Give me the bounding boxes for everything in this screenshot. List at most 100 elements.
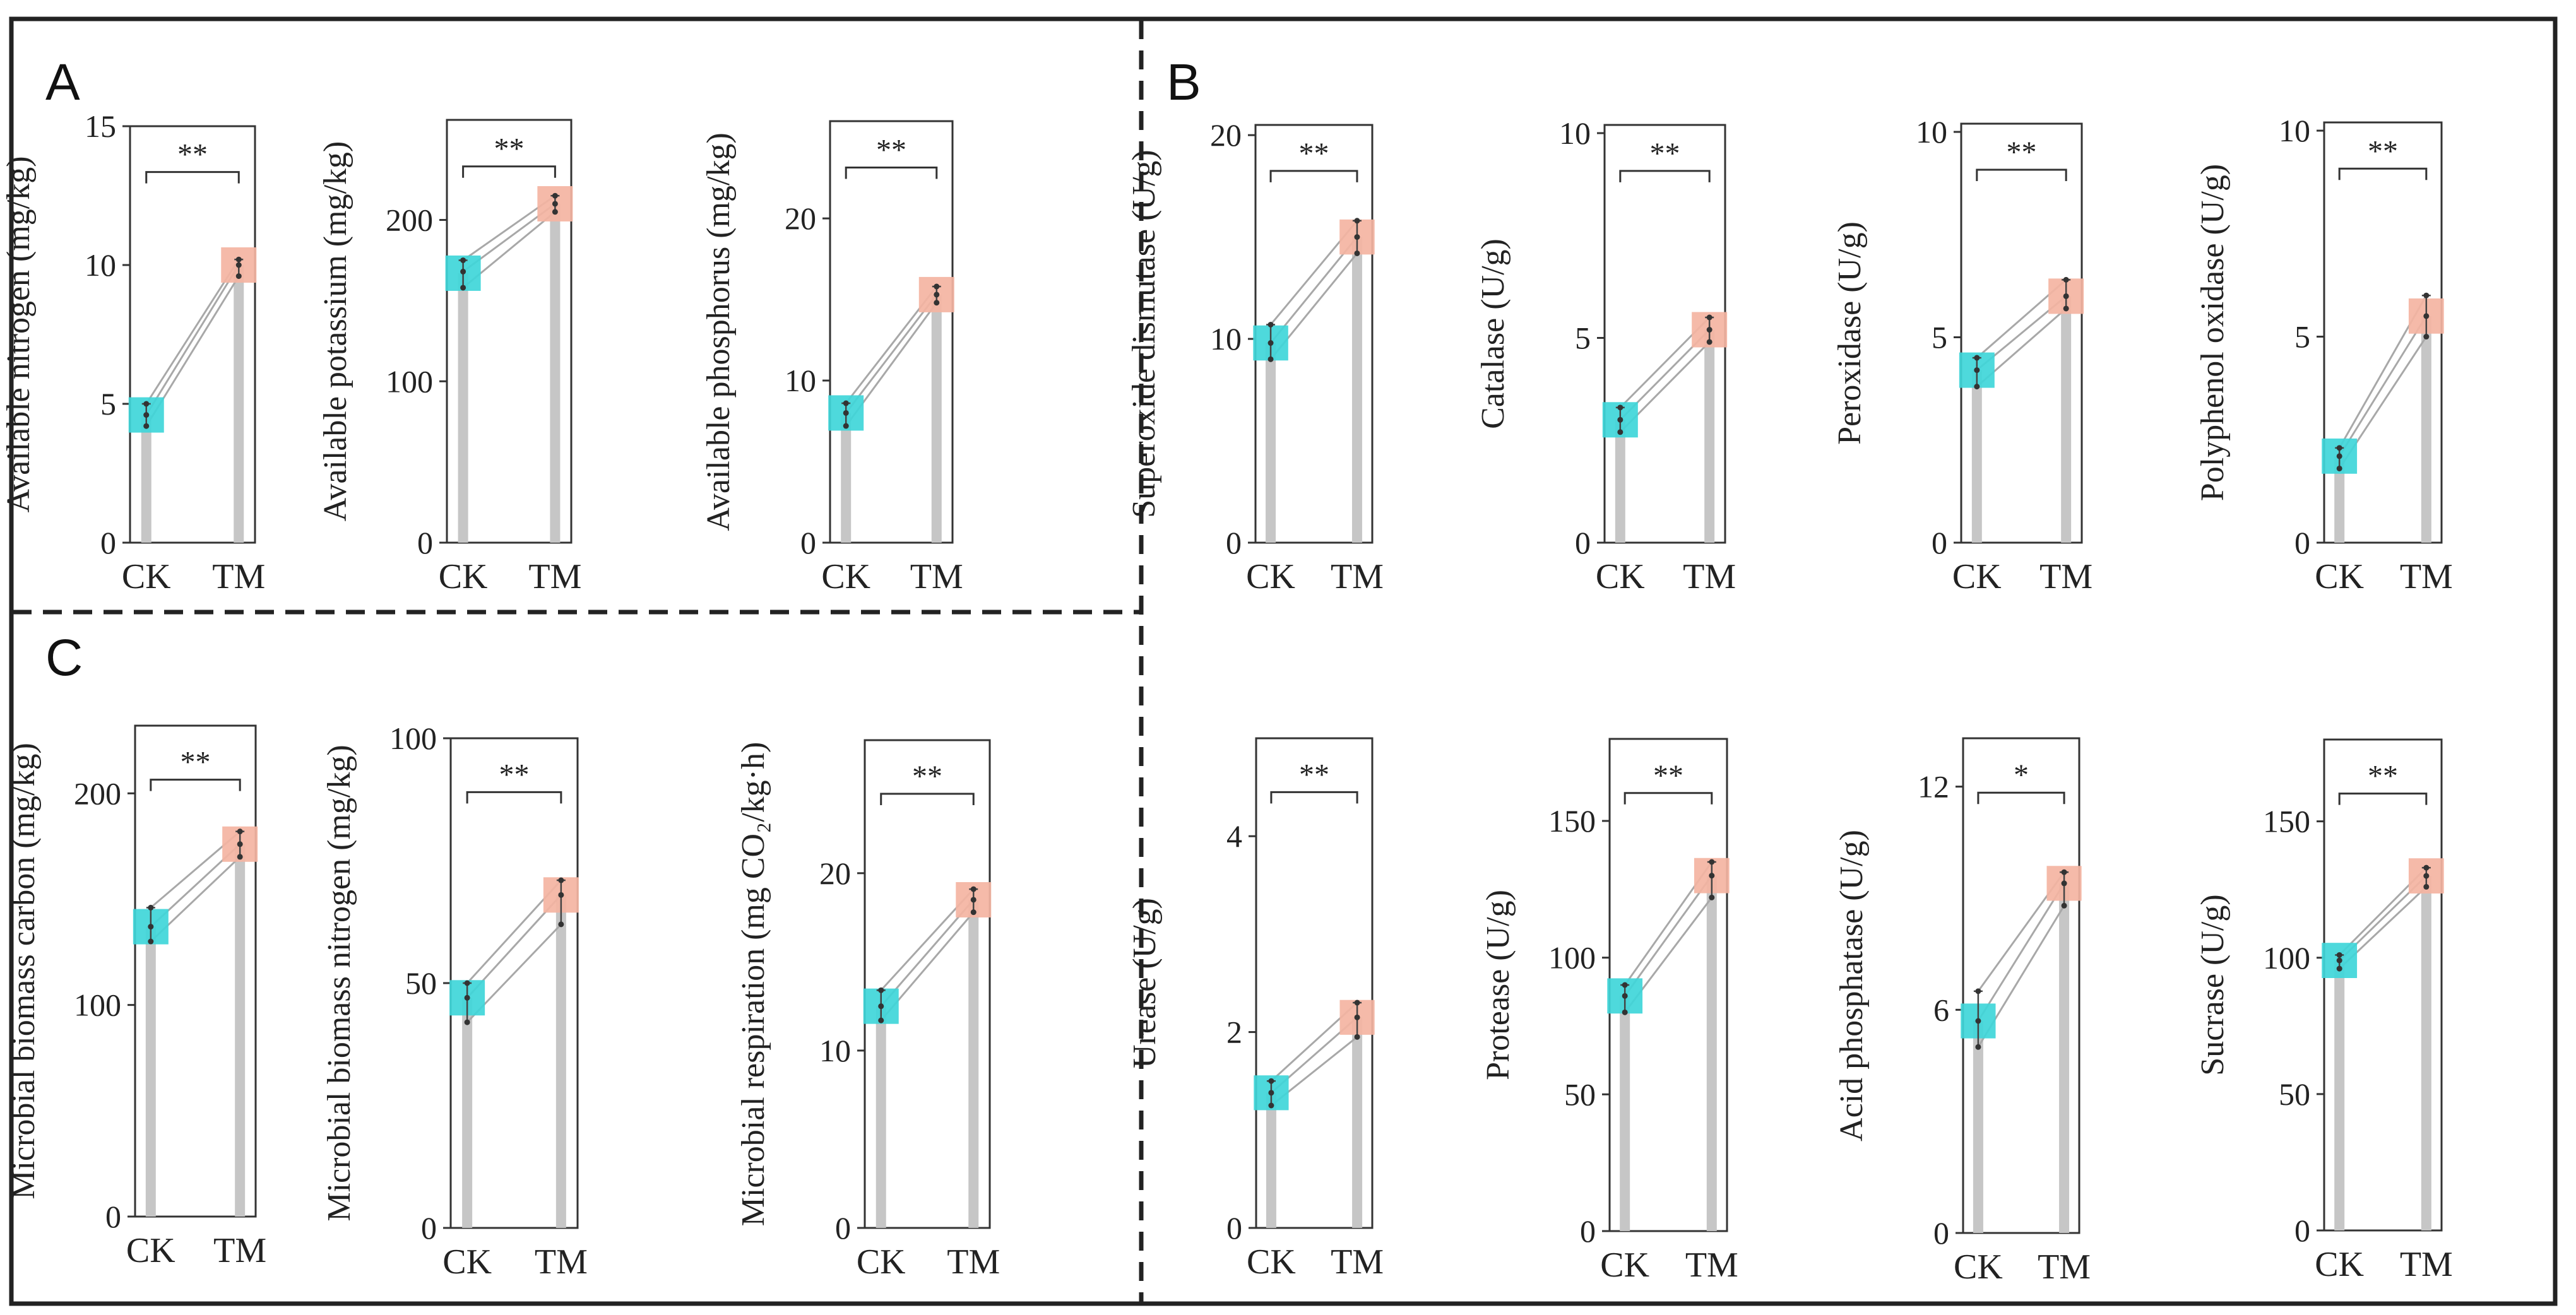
- replicate-point: [460, 285, 466, 291]
- y-axis-title: Urease (U/g): [1127, 898, 1163, 1068]
- axes-frame: [1255, 737, 1374, 1229]
- replicate-point: [148, 938, 154, 945]
- x-tick-label: TM: [212, 557, 265, 596]
- chart-12: 0 50 100 150 Protease (U/g) CK TM **: [1480, 738, 1738, 1285]
- replicate-line: [845, 293, 937, 414]
- y-tick-label: 10: [819, 1033, 851, 1068]
- y-tick-label: 0: [835, 1210, 851, 1246]
- replicate-point: [1268, 1090, 1274, 1096]
- y-tick-label: 100: [389, 721, 437, 756]
- y-tick-label: 0: [1580, 1213, 1596, 1249]
- replicate-point: [1974, 384, 1980, 390]
- replicate-point: [1975, 1044, 1981, 1050]
- y-tick-label: 4: [1226, 818, 1242, 854]
- replicate-point: [934, 292, 940, 298]
- replicate-point: [1706, 314, 1712, 321]
- bar-ck: [875, 1006, 886, 1228]
- y-tick-label: 0: [1575, 525, 1591, 560]
- replicate-line: [1977, 883, 2065, 1022]
- bar-tm: [1704, 329, 1715, 543]
- replicate-point: [2423, 334, 2430, 340]
- bar-ck: [1620, 996, 1630, 1231]
- x-tick-label: TM: [2400, 1245, 2453, 1284]
- x-tick-label: TM: [910, 557, 963, 596]
- replicate-point: [878, 1017, 884, 1023]
- y-tick-label: 10: [1210, 321, 1242, 357]
- bar-ck: [458, 273, 468, 543]
- replicate-point: [1354, 1034, 1360, 1040]
- x-tick-label: CK: [442, 1242, 492, 1282]
- bar-tm: [1352, 1017, 1363, 1228]
- replicate-point: [878, 1003, 884, 1010]
- replicate-point: [2423, 873, 2430, 879]
- replicate-point: [2423, 883, 2430, 890]
- bar-ck: [141, 415, 151, 543]
- replicate-point: [558, 877, 564, 883]
- y-tick-label: 15: [85, 109, 116, 144]
- replicate-point: [552, 192, 558, 199]
- bar-tm: [2061, 296, 2072, 543]
- replicate-point: [1617, 429, 1623, 435]
- replicate-point: [1268, 1078, 1274, 1084]
- bar-tm: [555, 895, 566, 1228]
- replicate-point: [1975, 1018, 1981, 1024]
- charts-layer: 0 5 10 15 Available nitrogen (mg/kg) CK TM ** 0 1…: [1, 109, 2453, 1287]
- replicate-point: [2336, 445, 2342, 451]
- bar-tm: [235, 844, 246, 1217]
- replicate-point: [2336, 965, 2342, 972]
- replicate-point: [843, 423, 849, 429]
- figure-frame: [9, 16, 2558, 1306]
- significance-bracket: [145, 171, 240, 184]
- significance-label: **: [1650, 137, 1680, 170]
- x-tick-label: TM: [2400, 557, 2453, 596]
- significance-label: **: [912, 760, 942, 793]
- y-tick-label: 50: [1564, 1076, 1596, 1112]
- significance-bracket: [1270, 791, 1358, 804]
- replicate-point: [1617, 416, 1623, 423]
- x-tick-label: TM: [1685, 1246, 1738, 1285]
- y-tick-label: 12: [1918, 769, 1949, 805]
- y-tick-label: 20: [785, 201, 816, 236]
- significance-bracket: [2338, 793, 2428, 805]
- bar-tm: [2421, 315, 2431, 543]
- replicate-point: [2061, 880, 2067, 887]
- chart-9: 0 50 100 Microbial biomass nitrogen (mg/kg)…: [321, 721, 588, 1282]
- y-tick-label: 0: [417, 525, 433, 560]
- replicate-point: [2423, 313, 2430, 319]
- replicate-point: [235, 273, 242, 280]
- bar-ck: [1266, 1092, 1276, 1228]
- replicate-point: [843, 400, 849, 406]
- significance-label: **: [2368, 760, 2398, 793]
- axes-frame: [829, 120, 954, 544]
- panel-label-a: A: [45, 54, 80, 111]
- y-tick-label: 5: [1575, 320, 1591, 355]
- replicate-point: [1354, 234, 1360, 240]
- significance-label: **: [2007, 136, 2037, 169]
- y-tick-label: 10: [1916, 114, 1947, 150]
- replicate-point: [460, 268, 466, 274]
- bar-ck: [462, 998, 473, 1228]
- bar-ck: [1615, 420, 1625, 543]
- replicate-point: [143, 401, 150, 407]
- replicate-point: [237, 841, 243, 847]
- replicate-point: [148, 924, 154, 930]
- significance-label: **: [2368, 134, 2398, 168]
- replicate-point: [2063, 293, 2069, 299]
- y-tick-label: 5: [2294, 319, 2310, 355]
- y-tick-label: 100: [2263, 940, 2310, 976]
- y-axis-title: Peroxidase (U/g): [1832, 221, 1868, 445]
- y-tick-label: 6: [1933, 992, 1949, 1027]
- significance-label: *: [2014, 758, 2029, 792]
- chart-10: 0 10 20 Microbial respiration (mg CO₂/kg·h)…: [735, 739, 1000, 1282]
- y-tick-label: 0: [1226, 525, 1242, 560]
- replicate-point: [558, 892, 564, 898]
- replicate-point: [2336, 453, 2342, 459]
- y-tick-label: 150: [2263, 804, 2310, 839]
- replicate-point: [970, 909, 976, 916]
- x-tick-label: TM: [528, 557, 581, 596]
- x-tick-label: CK: [1600, 1246, 1649, 1285]
- replicate-point: [2336, 465, 2342, 471]
- bar-tm: [550, 203, 561, 543]
- significance-bracket: [1977, 791, 2065, 805]
